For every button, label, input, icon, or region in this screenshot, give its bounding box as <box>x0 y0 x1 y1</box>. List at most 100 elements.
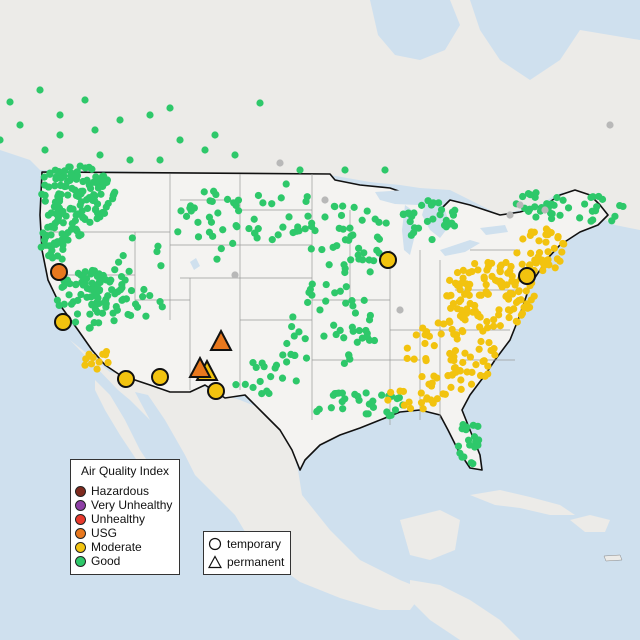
sensor-dot <box>89 196 97 204</box>
temporary-monitor-marker <box>379 251 397 269</box>
sensor-dot <box>354 244 363 252</box>
sensor-dot <box>166 104 174 112</box>
sensor-dot <box>363 207 371 215</box>
sensor-dot <box>59 219 67 227</box>
sensor-dot <box>285 213 293 221</box>
sensor-dot <box>351 390 359 399</box>
sensor-dot <box>93 209 102 217</box>
legend-item-hazardous: Hazardous <box>75 484 149 498</box>
sensor-dot <box>79 213 87 222</box>
sensor-dot <box>375 235 384 243</box>
sensor-dot <box>99 350 107 358</box>
sensor-dot <box>506 211 514 219</box>
sensor-dot <box>322 280 330 289</box>
sensor-dot <box>313 407 321 416</box>
sensor-dot <box>98 309 107 317</box>
sensor-dot <box>330 321 338 329</box>
sensor-dot <box>289 313 297 321</box>
sensor-dot <box>453 335 461 343</box>
sensor-dot <box>118 280 126 289</box>
sensor-dot <box>589 216 597 224</box>
sensor-dot <box>95 287 103 295</box>
temporary-monitor-marker <box>50 263 68 281</box>
legend-item-permanent: permanent <box>208 554 284 570</box>
legend-label: Moderate <box>91 540 142 554</box>
sensor-dot <box>85 163 93 171</box>
sensor-dot <box>291 351 299 360</box>
sensor-dot <box>249 359 257 367</box>
mexico-land <box>70 340 425 610</box>
sensor-dot <box>465 269 473 277</box>
sensor-dot <box>128 234 136 242</box>
sensor-dot <box>44 223 52 231</box>
sensor-dot <box>342 299 350 307</box>
sensor-dot <box>50 224 58 232</box>
sensor-dot <box>114 258 123 266</box>
sensor-dot <box>146 111 154 119</box>
sensor-dot <box>86 184 95 193</box>
sensor-dot <box>526 231 534 240</box>
sensor-dot <box>459 358 467 367</box>
sensor-dot <box>547 200 556 208</box>
sensor-dot <box>445 317 453 325</box>
sensor-dot <box>333 242 341 250</box>
sensor-dot <box>104 358 112 367</box>
sensor-dot <box>457 296 465 304</box>
sensor-dot <box>539 266 547 275</box>
sensor-dot <box>349 231 357 239</box>
sensor-dot <box>406 217 414 226</box>
sensor-dot <box>133 303 142 311</box>
sensor-dot <box>485 338 493 347</box>
sensor-dot <box>52 210 60 218</box>
sensor-dot <box>428 379 436 387</box>
sensor-dot <box>72 225 80 233</box>
sensor-dot <box>518 192 527 201</box>
sensor-dot <box>68 219 76 228</box>
sensor-dot <box>417 399 426 407</box>
sensor-dot <box>430 342 438 350</box>
sensor-dot <box>488 259 496 267</box>
sensor-dot <box>194 233 203 241</box>
sensor-dot <box>322 297 330 305</box>
sensor-dot <box>349 327 357 335</box>
sensor-dot <box>110 317 118 325</box>
sensor-dot <box>337 211 346 220</box>
sensor-dot <box>474 441 482 449</box>
sensor-dot <box>211 131 219 139</box>
sensor-dot <box>515 297 523 305</box>
sensor-dot <box>96 151 104 159</box>
sensor-dot <box>475 291 483 299</box>
sensor-dot <box>418 372 426 381</box>
sensor-dot <box>190 204 198 212</box>
sensor-dot <box>518 309 527 318</box>
sensor-dot <box>311 227 319 235</box>
sensor-dot <box>253 234 261 242</box>
sensor-dot <box>74 296 82 304</box>
sensor-dot <box>302 354 311 362</box>
sensor-dot <box>346 355 354 363</box>
sensor-dot <box>347 256 355 264</box>
sensor-dot <box>608 217 616 225</box>
sensor-dot <box>294 223 302 231</box>
sensor-dot <box>308 219 316 227</box>
sensor-dot <box>71 318 80 326</box>
sensor-dot <box>355 326 363 335</box>
sensor-dot <box>405 398 413 406</box>
legend-item-usg: USG <box>75 526 117 540</box>
sensor-dot <box>205 228 214 236</box>
sensor-dot <box>524 207 533 215</box>
sensor-dot <box>476 323 484 331</box>
sensor-dot <box>457 376 465 384</box>
sensor-dot <box>207 218 216 226</box>
sensor-dot <box>82 196 91 204</box>
sensor-dot <box>358 216 366 224</box>
sensor-dot <box>74 192 82 201</box>
sensor-dot <box>57 174 65 183</box>
sensor-dot <box>210 187 218 195</box>
sensor-dot <box>480 275 488 283</box>
sensor-dot <box>434 319 442 327</box>
sensor-dot <box>541 206 549 214</box>
sensor-dot <box>458 314 467 322</box>
sensor-dot <box>505 313 513 322</box>
sensor-dot <box>182 212 191 220</box>
